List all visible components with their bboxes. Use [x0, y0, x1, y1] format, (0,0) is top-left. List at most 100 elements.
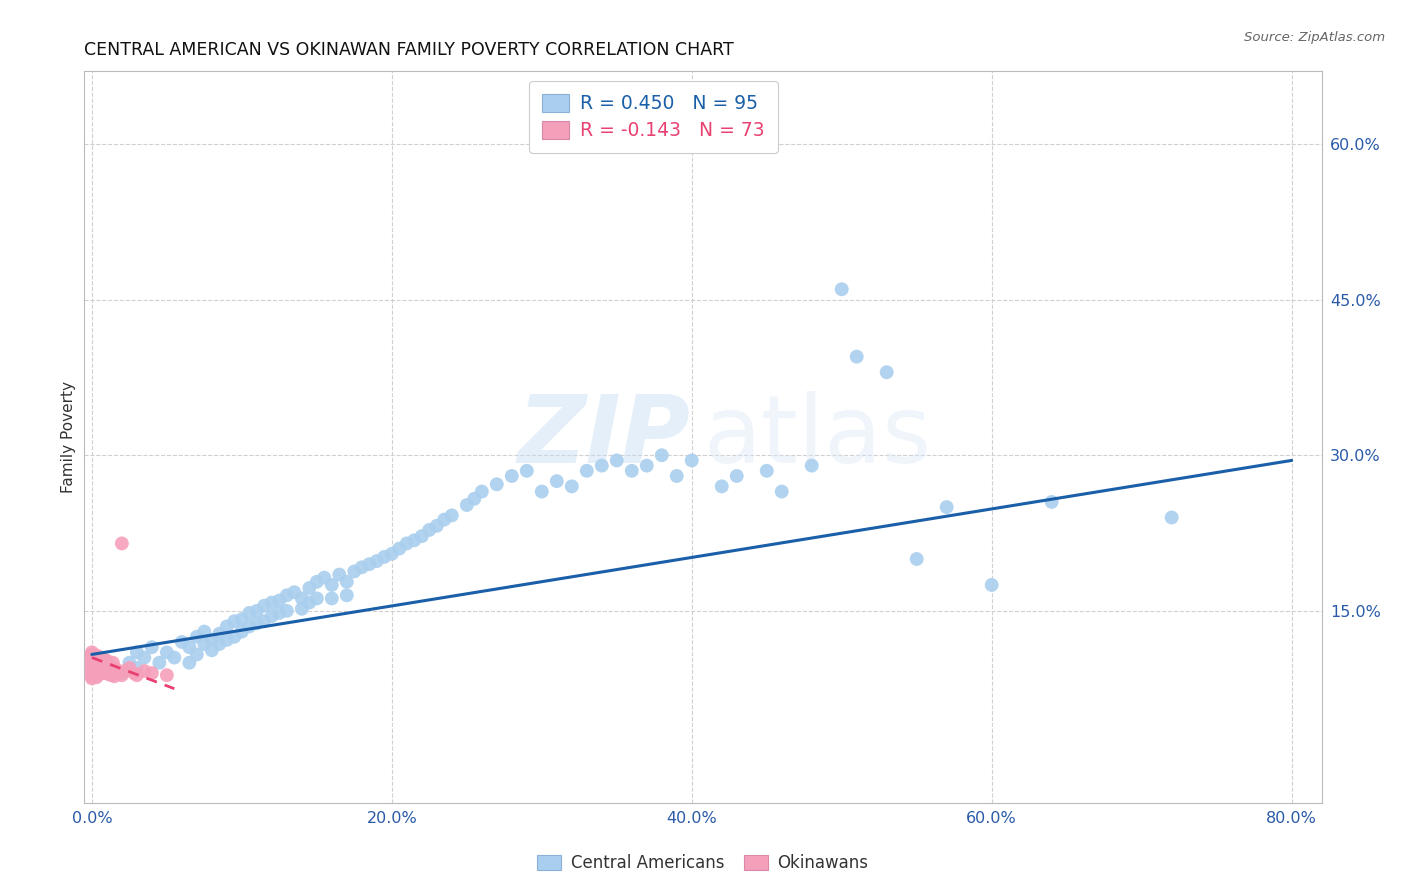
Point: [800, 458, 823, 473]
Point: [501, 469, 523, 483]
Point: [80, 650, 103, 665]
Point: [108, 666, 131, 681]
Point: [418, 523, 440, 537]
Point: [440, 508, 463, 523]
Point: [260, 609, 283, 624]
Point: [125, 645, 148, 659]
Point: [96, 664, 118, 678]
Point: [83, 666, 105, 681]
Point: [80, 645, 103, 659]
Point: [111, 666, 134, 681]
Point: [935, 500, 957, 515]
Point: [118, 661, 141, 675]
Point: [201, 632, 224, 647]
Point: [80, 658, 103, 673]
Point: [224, 614, 246, 628]
Point: [246, 604, 269, 618]
Point: [89, 651, 111, 665]
Point: [80, 669, 103, 683]
Point: [193, 637, 215, 651]
Point: [305, 591, 328, 606]
Point: [156, 645, 179, 659]
Point: [96, 654, 118, 668]
Point: [314, 571, 336, 585]
Text: CENTRAL AMERICAN VS OKINAWAN FAMILY POVERTY CORRELATION CHART: CENTRAL AMERICAN VS OKINAWAN FAMILY POVE…: [84, 41, 734, 59]
Point: [485, 477, 508, 491]
Point: [86, 664, 108, 678]
Point: [456, 498, 478, 512]
Point: [516, 464, 538, 478]
Point: [93, 652, 115, 666]
Point: [208, 626, 231, 640]
Point: [426, 518, 449, 533]
Point: [231, 624, 253, 639]
Point: [86, 670, 108, 684]
Point: [134, 650, 156, 665]
Point: [90, 661, 112, 675]
Point: [471, 484, 494, 499]
Point: [395, 536, 418, 550]
Point: [93, 663, 115, 677]
Point: [561, 479, 583, 493]
Point: [170, 635, 193, 649]
Text: Source: ZipAtlas.com: Source: ZipAtlas.com: [1244, 31, 1385, 45]
Point: [755, 464, 778, 478]
Point: [373, 549, 395, 564]
Point: [283, 585, 305, 599]
Point: [80, 666, 103, 681]
Point: [215, 632, 238, 647]
Point: [276, 604, 298, 618]
Point: [238, 606, 260, 620]
Point: [291, 591, 314, 606]
Point: [350, 560, 373, 574]
Point: [97, 662, 120, 676]
Point: [208, 637, 231, 651]
Point: [336, 574, 359, 589]
Text: ZIP: ZIP: [517, 391, 690, 483]
Point: [359, 557, 381, 571]
Point: [86, 648, 108, 663]
Point: [1040, 495, 1063, 509]
Point: [238, 619, 260, 633]
Point: [224, 630, 246, 644]
Point: [80, 665, 103, 679]
Point: [125, 668, 148, 682]
Point: [134, 664, 156, 678]
Point: [80, 671, 103, 685]
Point: [193, 624, 215, 639]
Point: [96, 658, 118, 673]
Point: [89, 662, 111, 676]
Point: [321, 591, 343, 606]
Text: atlas: atlas: [703, 391, 931, 483]
Point: [83, 656, 105, 670]
Point: [530, 484, 553, 499]
Point: [411, 529, 433, 543]
Point: [80, 660, 103, 674]
Point: [80, 661, 103, 675]
Point: [122, 666, 145, 681]
Point: [80, 657, 103, 672]
Point: [298, 581, 321, 595]
Point: [89, 657, 111, 671]
Point: [681, 453, 703, 467]
Point: [91, 665, 114, 679]
Point: [388, 541, 411, 556]
Point: [80, 648, 103, 662]
Point: [90, 650, 112, 665]
Point: [101, 661, 124, 675]
Point: [298, 596, 321, 610]
Point: [665, 469, 688, 483]
Point: [80, 655, 103, 669]
Point: [710, 479, 733, 493]
Point: [651, 448, 673, 462]
Point: [253, 614, 276, 628]
Point: [179, 656, 201, 670]
Point: [980, 578, 1002, 592]
Point: [103, 669, 125, 683]
Point: [845, 350, 868, 364]
Point: [141, 666, 163, 681]
Point: [343, 565, 366, 579]
Point: [163, 650, 186, 665]
Point: [591, 458, 613, 473]
Point: [381, 547, 404, 561]
